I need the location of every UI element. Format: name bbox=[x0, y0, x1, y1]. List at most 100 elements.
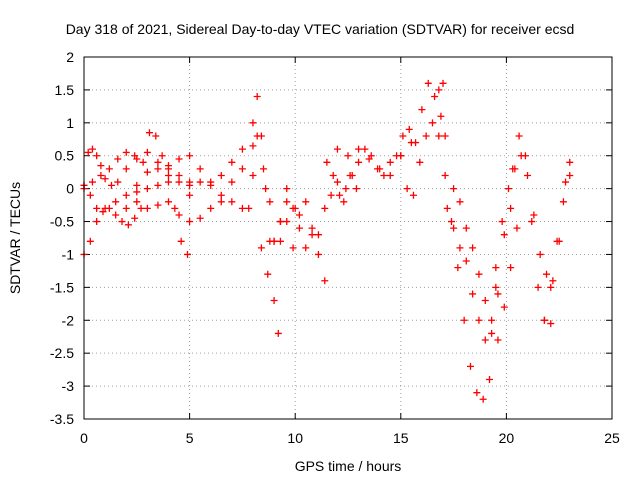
data-point bbox=[105, 165, 113, 173]
data-point bbox=[154, 158, 162, 166]
data-point bbox=[460, 316, 468, 324]
data-point bbox=[562, 178, 570, 186]
data-point bbox=[416, 158, 424, 166]
data-point bbox=[145, 129, 153, 137]
data-point bbox=[321, 204, 329, 212]
y-tick-label: -1.5 bbox=[50, 279, 74, 295]
data-point bbox=[131, 152, 139, 160]
data-point bbox=[447, 218, 455, 226]
data-point bbox=[154, 201, 162, 209]
data-point bbox=[549, 277, 557, 285]
data-point bbox=[93, 218, 101, 226]
data-point bbox=[428, 119, 436, 127]
data-point bbox=[437, 112, 445, 120]
data-point bbox=[171, 204, 179, 212]
data-point bbox=[439, 79, 447, 87]
data-point bbox=[114, 155, 122, 163]
data-point bbox=[183, 250, 191, 258]
data-point bbox=[547, 283, 555, 291]
data-point bbox=[475, 316, 483, 324]
y-tick-label: -1 bbox=[62, 246, 75, 262]
data-point bbox=[481, 297, 489, 305]
data-point bbox=[122, 165, 130, 173]
x-tick-label: 15 bbox=[393, 430, 409, 446]
data-point bbox=[515, 132, 523, 140]
data-point bbox=[122, 191, 130, 199]
data-point bbox=[475, 270, 483, 278]
x-tick-label: 10 bbox=[287, 430, 303, 446]
data-point bbox=[492, 264, 500, 272]
data-point bbox=[376, 165, 384, 173]
data-point bbox=[274, 329, 282, 337]
data-point bbox=[405, 125, 413, 133]
data-point bbox=[249, 119, 257, 127]
y-tick-label: -3.5 bbox=[50, 411, 74, 427]
data-point bbox=[507, 204, 515, 212]
data-point bbox=[266, 198, 274, 206]
data-point bbox=[88, 178, 96, 186]
data-point bbox=[86, 191, 94, 199]
x-axis-label: GPS time / hours bbox=[295, 458, 402, 474]
x-tick-label: 25 bbox=[604, 430, 620, 446]
data-point bbox=[133, 181, 141, 189]
data-point bbox=[441, 171, 449, 179]
data-point bbox=[175, 211, 183, 219]
data-point bbox=[323, 158, 331, 166]
data-point bbox=[418, 106, 426, 114]
data-point bbox=[289, 244, 297, 252]
data-point bbox=[435, 86, 443, 94]
data-point bbox=[566, 158, 574, 166]
data-point bbox=[164, 171, 172, 179]
data-point bbox=[122, 204, 130, 212]
data-point bbox=[424, 79, 432, 87]
data-point bbox=[412, 139, 420, 147]
data-point bbox=[399, 132, 407, 140]
data-point bbox=[164, 178, 172, 186]
data-point bbox=[450, 185, 458, 193]
data-point bbox=[302, 244, 310, 252]
data-point bbox=[498, 218, 506, 226]
data-point bbox=[456, 244, 464, 252]
data-point bbox=[262, 185, 270, 193]
data-point bbox=[238, 204, 246, 212]
data-point bbox=[257, 244, 265, 252]
data-point bbox=[88, 145, 96, 153]
data-point bbox=[386, 158, 394, 166]
data-point bbox=[93, 204, 101, 212]
data-point bbox=[118, 218, 126, 226]
data-point bbox=[158, 152, 166, 160]
data-point bbox=[154, 181, 162, 189]
data-point bbox=[175, 178, 183, 186]
grid-layer bbox=[84, 57, 612, 419]
data-point bbox=[308, 231, 316, 239]
data-point bbox=[505, 185, 513, 193]
data-point bbox=[386, 171, 394, 179]
data-point bbox=[177, 237, 185, 245]
data-point bbox=[321, 277, 329, 285]
data-point bbox=[86, 237, 94, 245]
data-point bbox=[249, 171, 257, 179]
data-point bbox=[473, 389, 481, 397]
data-point bbox=[270, 297, 278, 305]
data-point bbox=[164, 198, 172, 206]
data-point bbox=[143, 148, 151, 156]
data-point bbox=[143, 185, 151, 193]
data-point bbox=[283, 198, 291, 206]
data-point bbox=[101, 175, 109, 183]
y-tick-label: 0.5 bbox=[55, 148, 75, 164]
data-point bbox=[380, 171, 388, 179]
data-point bbox=[139, 158, 147, 166]
data-point bbox=[469, 244, 477, 252]
data-point bbox=[143, 204, 151, 212]
data-point bbox=[450, 224, 458, 232]
y-axis-label: SDTVAR / TECUs bbox=[7, 182, 23, 294]
data-point bbox=[253, 92, 261, 100]
y-tick-label: -2.5 bbox=[50, 345, 74, 361]
data-point bbox=[494, 290, 502, 298]
data-point bbox=[283, 185, 291, 193]
data-point bbox=[528, 218, 536, 226]
data-point bbox=[302, 198, 310, 206]
data-point bbox=[494, 336, 502, 344]
data-point bbox=[547, 320, 555, 328]
